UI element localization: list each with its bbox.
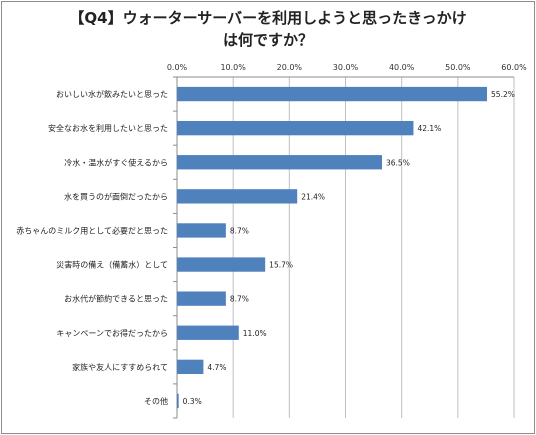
x-tick-label: 20.0%	[277, 63, 303, 72]
data-label: 36.5%	[386, 158, 410, 167]
category-label: キャンペーンでお得だったから	[56, 328, 168, 338]
chart-title-line-1: 【Q4】ウォーターサーバーを利用しようと思ったきっかけ	[69, 9, 467, 27]
bar	[177, 155, 383, 170]
category-label: おいしい水が飲みたいと思った	[56, 89, 168, 99]
category-label: その他	[144, 396, 168, 406]
bar	[177, 223, 226, 238]
data-label: 42.1%	[417, 124, 441, 133]
category-label: 災害時の備え（備蓄水）として	[56, 260, 168, 270]
data-label: 55.2%	[491, 90, 515, 99]
x-tick-label: 60.0%	[501, 63, 527, 72]
data-label: 21.4%	[301, 192, 325, 201]
x-tick-label: 40.0%	[389, 63, 415, 72]
bar	[177, 120, 414, 136]
data-label: 11.0%	[243, 329, 267, 338]
category-label: 水を買うのが面倒だったから	[64, 191, 168, 201]
bar	[177, 291, 226, 306]
data-label: 15.7%	[269, 261, 293, 270]
x-tick-label: 50.0%	[445, 63, 471, 72]
x-tick-label: 0.0%	[167, 63, 188, 72]
data-label: 0.3%	[183, 397, 202, 406]
category-label: 冷水・温水がすぐ使えるから	[64, 157, 168, 167]
bar	[177, 257, 266, 272]
category-label: 安全なお水を利用したいと思った	[48, 123, 168, 133]
bar	[177, 393, 179, 409]
bar	[177, 325, 239, 340]
data-label: 8.7%	[230, 295, 249, 304]
category-label: 赤ちゃんのミルク用として必要だと思った	[16, 225, 168, 235]
category-label: お水代が節約できると思った	[64, 294, 168, 304]
bar	[177, 189, 298, 204]
chart-title-line-2: は何ですか？	[222, 31, 313, 49]
category-label: 家族や友人にすすめられて	[72, 362, 168, 372]
data-label: 8.7%	[230, 226, 249, 235]
x-tick-label: 30.0%	[333, 63, 359, 72]
bar	[177, 359, 204, 375]
x-tick-label: 10.0%	[220, 63, 246, 72]
chart-title: 【Q4】ウォーターサーバーを利用しようと思ったきっかけ は何ですか？	[0, 7, 536, 51]
data-label: 4.7%	[207, 363, 226, 372]
bar	[177, 86, 488, 102]
